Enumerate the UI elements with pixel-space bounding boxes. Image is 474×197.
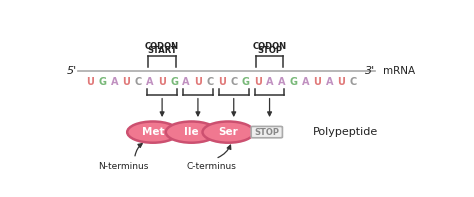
Text: 5': 5' — [67, 66, 77, 76]
Text: U: U — [218, 77, 226, 87]
Text: CODON: CODON — [253, 42, 287, 51]
Text: U: U — [87, 77, 94, 87]
FancyBboxPatch shape — [251, 126, 283, 138]
Text: A: A — [301, 77, 309, 87]
Text: STOP: STOP — [257, 46, 282, 56]
Text: Ile: Ile — [184, 127, 199, 137]
Text: G: G — [290, 77, 298, 87]
Text: C-terminus: C-terminus — [187, 162, 237, 171]
Text: STOP: STOP — [255, 128, 279, 137]
Text: Polypeptide: Polypeptide — [313, 127, 378, 137]
Text: U: U — [158, 77, 166, 87]
Circle shape — [127, 122, 179, 143]
Circle shape — [166, 122, 217, 143]
Text: U: U — [337, 77, 345, 87]
Text: U: U — [313, 77, 321, 87]
Text: A: A — [110, 77, 118, 87]
Text: C: C — [230, 77, 237, 87]
Text: G: G — [170, 77, 178, 87]
Text: G: G — [99, 77, 107, 87]
Text: U: U — [194, 77, 202, 87]
Text: Met: Met — [142, 127, 164, 137]
Text: N-terminus: N-terminus — [98, 162, 149, 171]
Text: START: START — [147, 46, 177, 56]
Text: A: A — [278, 77, 285, 87]
Text: A: A — [266, 77, 273, 87]
Text: C: C — [349, 77, 357, 87]
Text: Ser: Ser — [219, 127, 238, 137]
Text: C: C — [135, 77, 142, 87]
Text: A: A — [182, 77, 190, 87]
Text: A: A — [326, 77, 333, 87]
Text: G: G — [242, 77, 250, 87]
Text: U: U — [122, 77, 130, 87]
Text: 3': 3' — [365, 66, 375, 76]
Circle shape — [202, 122, 254, 143]
Text: U: U — [254, 77, 262, 87]
Text: C: C — [206, 77, 213, 87]
Text: mRNA: mRNA — [383, 66, 415, 76]
Text: A: A — [146, 77, 154, 87]
Text: CODON: CODON — [145, 42, 179, 51]
